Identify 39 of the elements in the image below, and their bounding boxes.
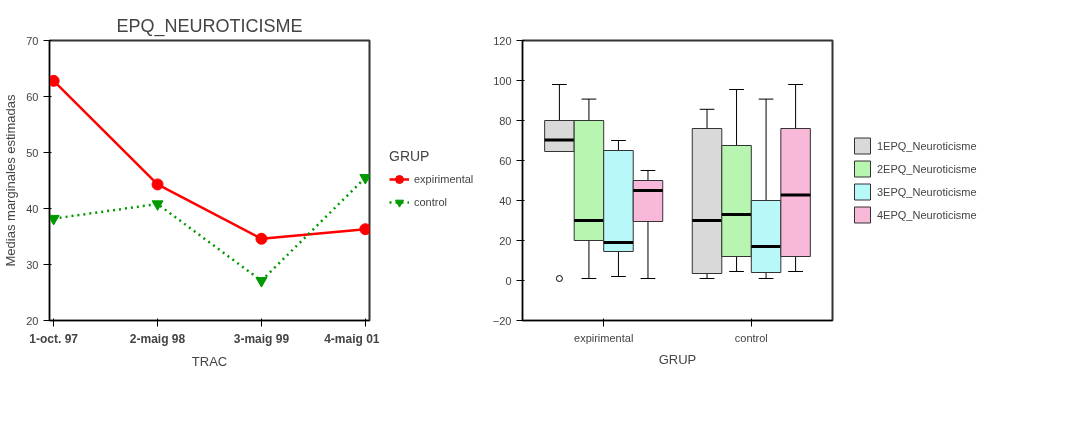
x-tick-label: 1-oct. 97: [29, 331, 79, 346]
y-tick-label: 20: [499, 234, 512, 247]
point: [151, 178, 164, 191]
y-tick-label: 60: [26, 90, 39, 103]
x-tick-label: 4-maig 01: [324, 331, 380, 346]
legend-label: expirimental: [414, 173, 474, 185]
y-tick-label: −20: [492, 314, 512, 327]
legend-label: 3EPQ_Neuroticisme: [877, 185, 977, 198]
y-tick-label: 100: [493, 74, 512, 87]
point: [49, 214, 60, 226]
y-tick-label: 20: [26, 314, 39, 327]
point: [49, 74, 60, 87]
legend-title: GRUP: [389, 148, 431, 164]
x-tick-label: 3-maig 99: [233, 331, 290, 346]
x-axis-title: TRAC: [191, 353, 228, 369]
legend-label: 1EPQ_Neuroticisme: [877, 139, 977, 152]
y-axis-title: Medias marginales estimadas: [3, 94, 19, 267]
x-tick-label: 2-maig 98: [129, 331, 186, 346]
y-tick-label: 0: [505, 274, 512, 287]
y-tick-label: 30: [26, 258, 39, 271]
x-tick-label: expirimental: [574, 331, 634, 344]
point: [255, 232, 268, 245]
point: [359, 174, 370, 185]
legend-label: 2EPQ_Neuroticisme: [877, 162, 977, 175]
y-tick-label: 60: [499, 154, 512, 167]
y-tick-label: 40: [499, 194, 512, 207]
point: [255, 277, 268, 288]
x-tick-label: control: [734, 331, 768, 344]
legend-label: 4EPQ_Neuroticisme: [877, 208, 977, 221]
x-axis-title: GRUP: [658, 351, 697, 367]
y-tick-label: 70: [26, 34, 39, 47]
y-tick-label: 50: [26, 146, 39, 159]
point: [359, 223, 370, 236]
legend-label: control: [414, 196, 448, 208]
point: [151, 200, 164, 211]
y-tick-label: 80: [499, 114, 512, 127]
y-tick-label: 120: [493, 34, 512, 47]
y-tick-label: 40: [26, 202, 39, 215]
chart-title: EPQ_NEUROTICISME: [116, 15, 303, 37]
